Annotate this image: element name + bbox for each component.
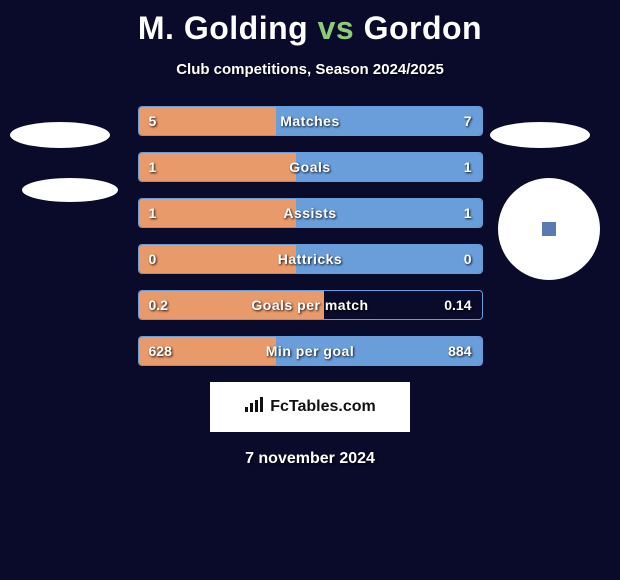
subtitle: Club competitions, Season 2024/2025 [0,61,620,78]
branding-badge: FcTables.com [210,382,410,432]
decorative-ellipse [10,122,110,148]
stat-label: Min per goal [139,337,482,365]
stat-label: Matches [139,107,482,135]
chart-icon [244,397,264,418]
badge-inner-icon [542,222,556,236]
stat-row: 00Hattricks [138,244,483,274]
stat-row: 0.20.14Goals per match [138,290,483,320]
stat-label: Assists [139,199,482,227]
decorative-ellipse [490,122,590,148]
stat-label: Hattricks [139,245,482,273]
vs-text: vs [318,10,355,46]
date-text: 7 november 2024 [0,450,620,468]
stat-rows-container: 57Matches 11Goals 11Assists 00Hattricks 0.20… [138,106,483,366]
branding-text: FcTables.com [270,398,376,416]
stat-row: 628884Min per goal [138,336,483,366]
club-badge-circle [498,178,600,280]
page-title: M. Golding vs Gordon [0,0,620,47]
stat-row: 57Matches [138,106,483,136]
player2-name: Gordon [364,10,483,46]
decorative-ellipse [22,178,118,202]
stat-row: 11Assists [138,198,483,228]
stat-label: Goals per match [139,291,482,319]
stat-label: Goals [139,153,482,181]
player1-name: M. Golding [138,10,308,46]
stat-row: 11Goals [138,152,483,182]
